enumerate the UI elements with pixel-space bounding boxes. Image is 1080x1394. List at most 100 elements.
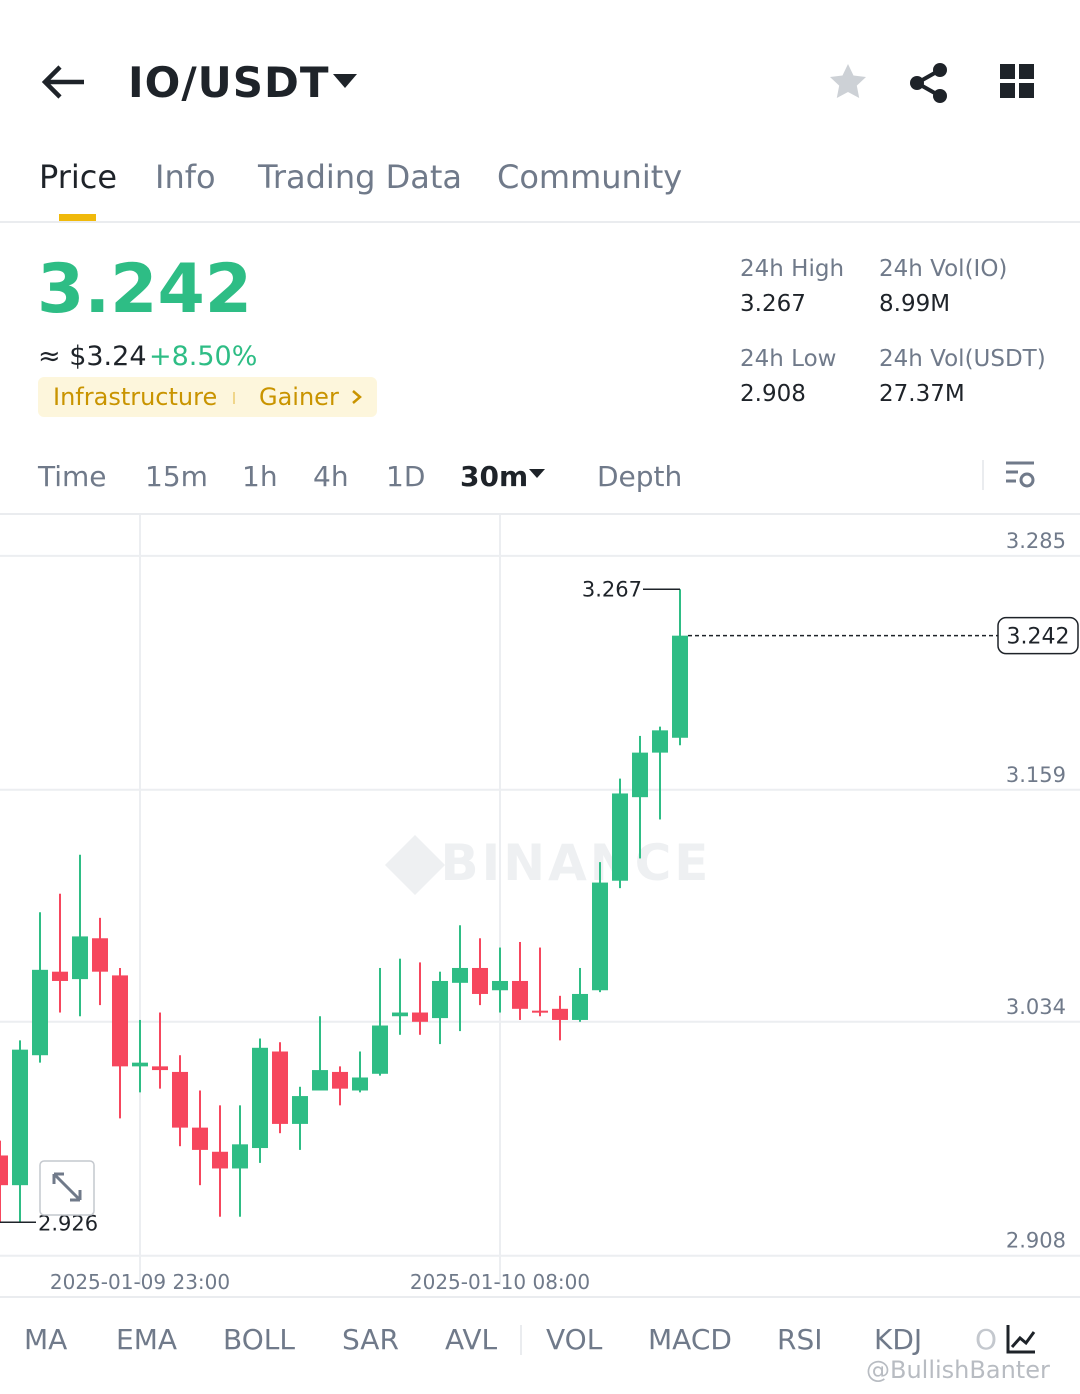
layout-button[interactable] — [1000, 64, 1036, 100]
indicator[interactable]: EMA — [116, 1323, 178, 1356]
candle-body — [252, 1047, 268, 1149]
interval-selected[interactable]: 30m — [460, 460, 529, 493]
candle-body — [32, 969, 48, 1056]
candle-body — [132, 1062, 148, 1067]
stat-value: 8.99M — [879, 291, 951, 317]
candle-body — [412, 1012, 428, 1022]
last-price-label: 3.242 — [1007, 625, 1070, 650]
candle-body — [572, 993, 588, 1020]
candle-body — [152, 1066, 168, 1071]
interval[interactable]: 4h — [313, 460, 349, 493]
candle-body — [332, 1071, 348, 1089]
candle-body — [272, 1051, 288, 1124]
max-marker-label: 3.267 — [582, 577, 642, 601]
candle-body — [352, 1077, 368, 1091]
candle-body — [472, 967, 488, 994]
price-change: +8.50% — [149, 341, 258, 372]
pair-title[interactable]: IO/USDT — [128, 58, 330, 107]
tab[interactable]: Price — [39, 158, 118, 196]
interval[interactable]: Depth — [597, 460, 683, 493]
candle-body — [612, 793, 628, 881]
divider — [982, 460, 984, 490]
divider — [0, 1296, 1080, 1298]
candle-body — [312, 1070, 328, 1091]
candle-body — [52, 971, 68, 981]
indicator[interactable]: MA — [24, 1323, 68, 1356]
indicator[interactable]: KDJ — [874, 1323, 923, 1356]
candle-body — [432, 980, 448, 1019]
favorite-star[interactable] — [828, 62, 868, 102]
tag-arrow — [352, 390, 362, 404]
x-tick-label: 2025-01-09 23:00 — [50, 1270, 230, 1294]
tag[interactable]: Infrastructure — [53, 383, 218, 411]
candle-body — [512, 980, 528, 1009]
watermark-logo — [385, 835, 445, 895]
candle-body — [112, 975, 128, 1067]
last-price-tag — [997, 616, 1079, 655]
candle-body — [72, 936, 88, 980]
candle-body — [372, 1025, 388, 1074]
y-tick-label: 3.285 — [1006, 529, 1066, 553]
candle-body — [292, 1096, 308, 1124]
candle-body — [652, 730, 668, 753]
indicator[interactable]: BOLL — [223, 1323, 295, 1356]
candle-body — [452, 967, 468, 983]
indicator[interactable]: VOL — [546, 1323, 603, 1356]
x-tick-label: 2025-01-10 08:00 — [410, 1270, 590, 1294]
stat-value: 3.267 — [740, 291, 806, 317]
candle-body — [532, 1010, 548, 1013]
indicator[interactable]: RSI — [777, 1323, 823, 1356]
divider — [0, 513, 1080, 515]
stat-label: 24h High — [740, 256, 845, 282]
candle-body — [212, 1151, 228, 1169]
candle-body — [552, 1008, 568, 1020]
expand-icon — [52, 1172, 82, 1202]
candle-body — [172, 1071, 188, 1128]
last-price: 3.242 — [37, 250, 253, 329]
y-tick-label: 3.159 — [1006, 763, 1066, 787]
candle-body — [92, 938, 108, 972]
share-button[interactable] — [908, 62, 950, 104]
indicator[interactable]: SAR — [342, 1323, 399, 1356]
watermark: BINANCE — [441, 834, 712, 892]
candle-body — [12, 1049, 28, 1186]
candle-body — [492, 980, 508, 991]
interval[interactable]: 15m — [145, 460, 208, 493]
y-tick-label: 3.034 — [1006, 995, 1066, 1019]
candlestick-chart: BINANCE 2.908 3.034 3.159 3.285 2025-01-09 23… — [0, 515, 1080, 1294]
interval[interactable]: Time — [38, 460, 107, 493]
tab-indicator — [59, 214, 96, 221]
indicator[interactable]: MACD — [648, 1323, 732, 1356]
tag[interactable]: Gainer — [259, 383, 339, 411]
stat-label: 24h Vol(USDT) — [879, 346, 1046, 372]
indicator[interactable]: O — [975, 1323, 998, 1356]
tab[interactable]: Community — [497, 158, 683, 196]
interval-dropdown[interactable] — [528, 468, 546, 480]
candle-body — [632, 752, 648, 798]
candle-body — [0, 1155, 8, 1186]
tag-bar[interactable] — [38, 377, 377, 417]
divider — [0, 221, 1080, 223]
stat-label: 24h Vol(IO) — [879, 256, 1008, 282]
candle-body — [672, 635, 688, 738]
divider — [520, 1325, 522, 1355]
tab[interactable]: Trading Data — [258, 158, 462, 196]
stat-value: 27.37M — [879, 381, 965, 407]
back-button[interactable] — [40, 62, 86, 102]
interval[interactable]: 1h — [242, 460, 278, 493]
candle-body — [392, 1012, 408, 1017]
credit: @BullishBanter — [866, 1356, 1050, 1384]
pair-dropdown[interactable] — [332, 72, 358, 90]
y-tick-label: 2.908 — [1006, 1229, 1066, 1253]
tag-separator — [233, 392, 235, 404]
tab[interactable]: Info — [155, 158, 216, 196]
stat-value: 2.908 — [740, 381, 806, 407]
interval[interactable]: 1D — [386, 460, 426, 493]
indicator[interactable]: AVL — [445, 1323, 498, 1356]
chart-settings[interactable] — [1004, 460, 1036, 490]
indicator-settings[interactable] — [1005, 1323, 1037, 1355]
candle-body — [232, 1144, 248, 1169]
stat-label: 24h Low — [740, 346, 837, 372]
usd-price: ≈ $3.24 — [38, 341, 147, 372]
